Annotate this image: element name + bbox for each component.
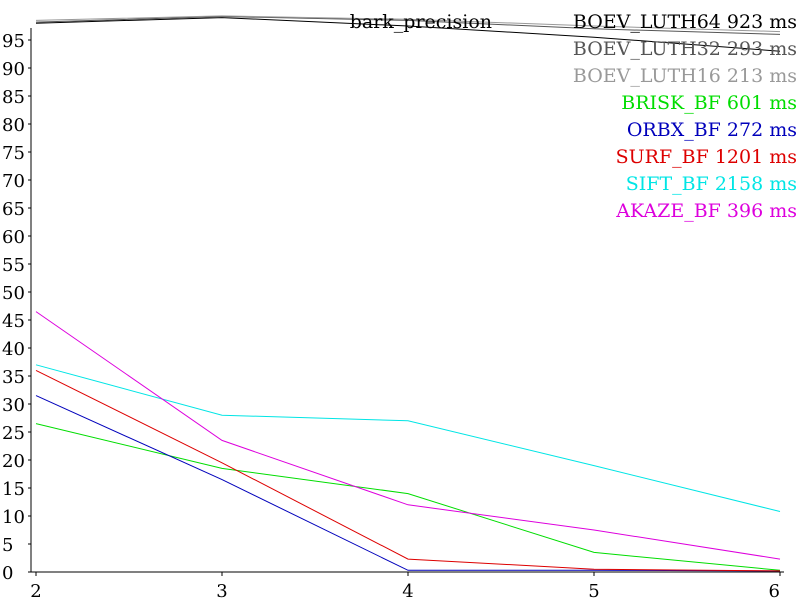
y-tick-label: 80 [2,115,25,136]
legend-time-unit: ms [763,173,797,195]
chart-title: bark_precision [350,11,492,33]
y-tick-label: 30 [2,395,25,416]
legend-series-name: ORBX_BF [627,119,721,141]
x-tick-label: 5 [588,581,599,600]
legend-entry-sift_bf: SIFT_BF 2158 ms [626,173,797,195]
legend-time-unit: ms [763,200,797,222]
y-tick-label: 25 [2,423,25,444]
y-tick-label: 90 [2,59,25,80]
legend-time-value: 213 [721,65,763,87]
legend-entry-surf_bf: SURF_BF 1201 ms [616,146,797,168]
legend-time-unit: ms [763,119,797,141]
legend-time-unit: ms [763,38,797,60]
y-tick-label: 70 [2,171,25,192]
y-tick-label: 65 [2,199,25,220]
y-tick-label: 50 [2,283,25,304]
y-tick-label: 35 [2,367,25,388]
legend-series-name: AKAZE_BF [615,200,721,222]
series-line-akaze_bf [35,311,781,560]
legend-time-value: 396 [721,200,763,222]
series-line-surf_bf [35,369,781,572]
y-tick-label: 75 [2,143,25,164]
y-tick-label: 60 [2,227,25,248]
legend-entry-boev_luth64: BOEV_LUTH64 923 ms [573,11,797,33]
y-tick-label: 95 [2,31,25,52]
legend-time-unit: ms [763,92,797,114]
legend-series-name: BOEV_LUTH64 [573,11,721,33]
legend-time-value: 272 [721,119,763,141]
x-ticks: 2 3 4 5 6 [30,572,781,600]
y-ticks: 0 5 10 15 20 25 30 35 40 45 50 55 60 65 70 75 80 85 90 95 [2,31,31,584]
x-tick-label: 6 [769,581,780,600]
y-tick-label: 15 [2,479,25,500]
legend-entry-orbx_bf: ORBX_BF 272 ms [627,119,797,141]
legend-time-unit: ms [763,146,797,168]
series-line-boev_luth16 [35,15,781,33]
series-line-brisk_bf [35,423,781,571]
y-tick-label: 20 [2,451,25,472]
legend-series-name: BOEV_LUTH16 [573,65,721,87]
legend-series-name: SIFT_BF [626,173,709,195]
x-tick-label: 2 [30,581,41,600]
y-tick-label: 10 [2,507,25,528]
y-tick-label: 40 [2,339,25,360]
y-tick-label: 55 [2,255,25,276]
legend-time-value: 601 [721,92,763,114]
legend-time-unit: ms [763,65,797,87]
series-line-orbx_bf [35,395,781,572]
series-line-boev_luth32 [35,15,781,35]
legend-time-value: 1201 [709,146,763,168]
legend-time-value: 923 [721,11,763,33]
legend-series-name: BOEV_LUTH32 [573,38,721,60]
y-tick-label: 0 [2,563,13,584]
series-lines [35,15,781,572]
y-tick-label: 85 [2,87,25,108]
legend-entry-boev_luth32: BOEV_LUTH32 293 ms [573,38,797,60]
legend-series-name: BRISK_BF [621,92,721,114]
legend-time-value: 293 [721,38,763,60]
legend-entry-boev_luth16: BOEV_LUTH16 213 ms [573,65,797,87]
legend-entry-akaze_bf: AKAZE_BF 396 ms [615,200,797,222]
y-tick-label: 45 [2,311,25,332]
legend-time-value: 2158 [709,173,763,195]
legend-time-unit: ms [763,11,797,33]
x-tick-label: 3 [216,581,227,600]
legend-entry-brisk_bf: BRISK_BF 601 ms [621,92,797,114]
series-line-boev_luth64 [35,17,781,52]
legend-series-name: SURF_BF [616,146,709,168]
series-line-sift_bf [35,364,781,512]
x-tick-label: 4 [402,581,413,600]
y-tick-label: 5 [2,535,13,556]
